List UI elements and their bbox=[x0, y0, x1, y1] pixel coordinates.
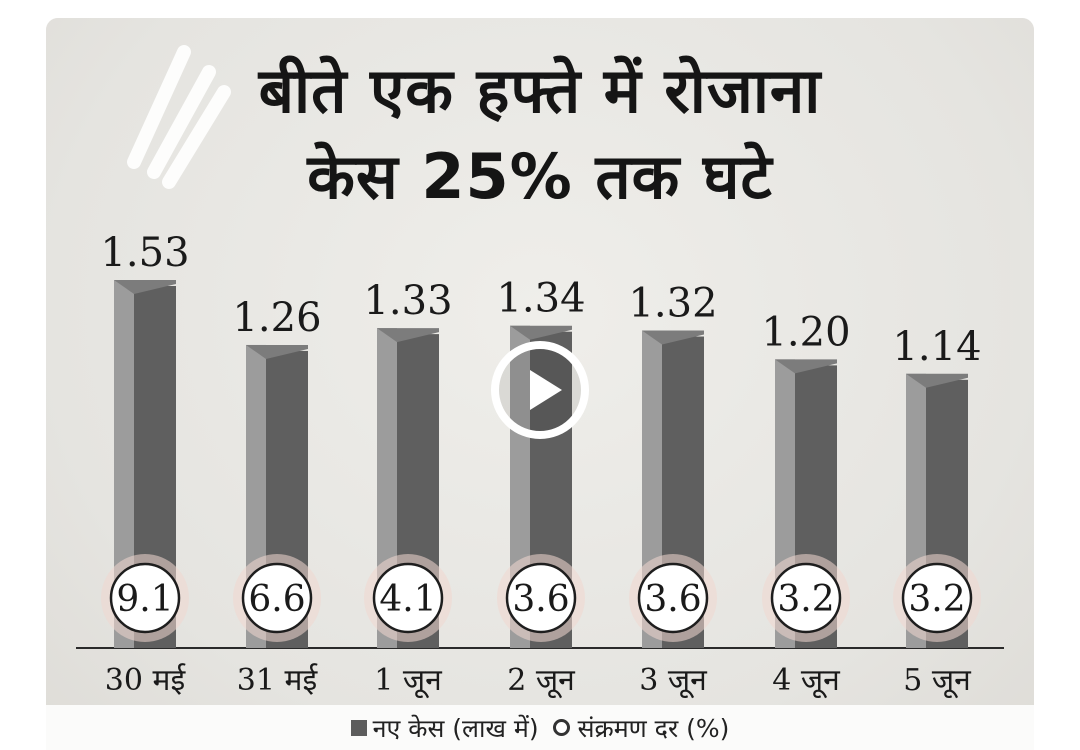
bar-top bbox=[377, 328, 439, 343]
rate-label: 3.2 bbox=[777, 579, 834, 620]
x-tick-label: 2 जून bbox=[507, 663, 576, 699]
bar-top bbox=[642, 330, 704, 345]
bar-top bbox=[114, 280, 176, 294]
bar-top bbox=[906, 373, 968, 388]
title-line-2: केस 25% तक घटे bbox=[307, 140, 773, 213]
bar-top bbox=[510, 325, 572, 340]
bar-chart: 1.53 9.1 30 मई 1.26 6.6 31 मई 1.33 4.1 1 जून 1.34… bbox=[76, 230, 1004, 699]
rate-label: 9.1 bbox=[116, 579, 173, 620]
rate-circle bbox=[770, 562, 842, 634]
rate-label: 4.1 bbox=[379, 579, 436, 620]
scribble-mark bbox=[127, 45, 231, 189]
x-tick-label: 5 जून bbox=[903, 663, 972, 699]
legend-cases-label: नए केस (लाख में) bbox=[372, 713, 539, 743]
rate-label: 3.6 bbox=[644, 579, 701, 620]
bar-side bbox=[114, 280, 134, 648]
rate-circle bbox=[505, 562, 577, 634]
legend: नए केस (लाख में) संक्रमण दर (%) bbox=[46, 705, 1034, 750]
bar-top bbox=[775, 359, 837, 374]
rate-circle bbox=[241, 562, 313, 634]
bar-top bbox=[246, 344, 308, 359]
chart-title: बीते एक हफ्ते में रोजाना केस 25% तक घटे bbox=[46, 48, 1034, 220]
legend-ring-swatch bbox=[552, 719, 570, 736]
bar-value-label: 1.20 bbox=[761, 309, 850, 355]
legend-cases: नए केस (लाख में) bbox=[350, 711, 539, 745]
bar-value-label: 1.26 bbox=[232, 295, 321, 341]
x-tick-label: 30 मई bbox=[105, 663, 187, 698]
rate-label: 6.6 bbox=[248, 579, 305, 620]
play-icon bbox=[491, 341, 589, 439]
x-tick-label: 31 मई bbox=[237, 663, 319, 698]
legend-rate: संक्रमण दर (%) bbox=[552, 711, 730, 745]
rate-circle bbox=[109, 562, 181, 634]
x-tick-label: 4 जून bbox=[772, 663, 841, 699]
x-tick-label: 1 जून bbox=[374, 663, 443, 699]
bar-value-label: 1.14 bbox=[892, 324, 981, 370]
bar-value-label: 1.53 bbox=[100, 230, 189, 276]
bar-value-label: 1.33 bbox=[363, 278, 452, 324]
bar-value-label: 1.34 bbox=[496, 276, 585, 322]
rate-circle bbox=[901, 562, 973, 634]
legend-rate-label: संक्रमण दर (%) bbox=[577, 713, 730, 743]
x-tick-label: 3 जून bbox=[639, 663, 708, 699]
play-button[interactable] bbox=[490, 340, 590, 440]
title-line-1: बीते एक हफ्ते में रोजाना bbox=[258, 54, 822, 127]
rate-label: 3.6 bbox=[512, 579, 569, 620]
bar-value-label: 1.32 bbox=[628, 281, 717, 327]
legend-bar-swatch bbox=[350, 719, 367, 736]
rate-circle bbox=[372, 562, 444, 634]
rate-label: 3.2 bbox=[908, 579, 965, 620]
rate-circle bbox=[637, 562, 709, 634]
